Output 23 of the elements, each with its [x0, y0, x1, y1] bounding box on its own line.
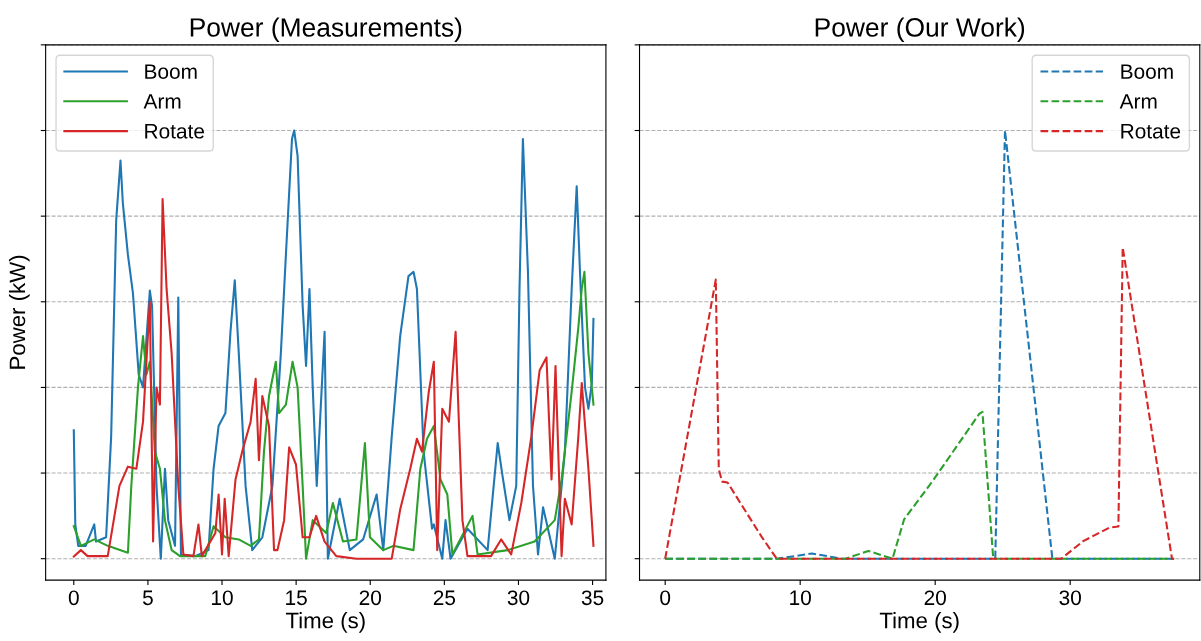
legend-label: Boom [145, 64, 197, 79]
x-tick-label: 0 [68, 590, 79, 606]
legend-label: Arm [1119, 94, 1157, 109]
x-tick-label: 30 [507, 590, 530, 606]
legend-label: Boom [1121, 64, 1173, 79]
x-tick-label: 5 [142, 590, 153, 606]
legend-label: Rotate [1121, 124, 1181, 139]
x-tick-label: 30 [1059, 590, 1081, 606]
x-axis-title: Time (s) [285, 612, 365, 633]
chart-title: Power (Our Work) [815, 17, 1025, 42]
legend-label: Rotate [145, 124, 205, 139]
x-tick-label: 35 [581, 590, 604, 606]
x-tick-label: 20 [359, 590, 382, 606]
x-tick-label: 15 [286, 590, 307, 606]
x-tick-label: 10 [212, 590, 233, 606]
x-tick-label: 25 [433, 590, 456, 606]
legend-label: Arm [143, 94, 181, 109]
y-axis-title: Power (kW) [8, 255, 30, 369]
x-axis-title: Time (s) [879, 612, 959, 633]
x-tick-label: 20 [924, 590, 946, 606]
chart-title: Power (Measurements) [190, 17, 462, 42]
x-tick-label: 0 [660, 590, 671, 606]
x-tick-label: 10 [790, 590, 811, 606]
